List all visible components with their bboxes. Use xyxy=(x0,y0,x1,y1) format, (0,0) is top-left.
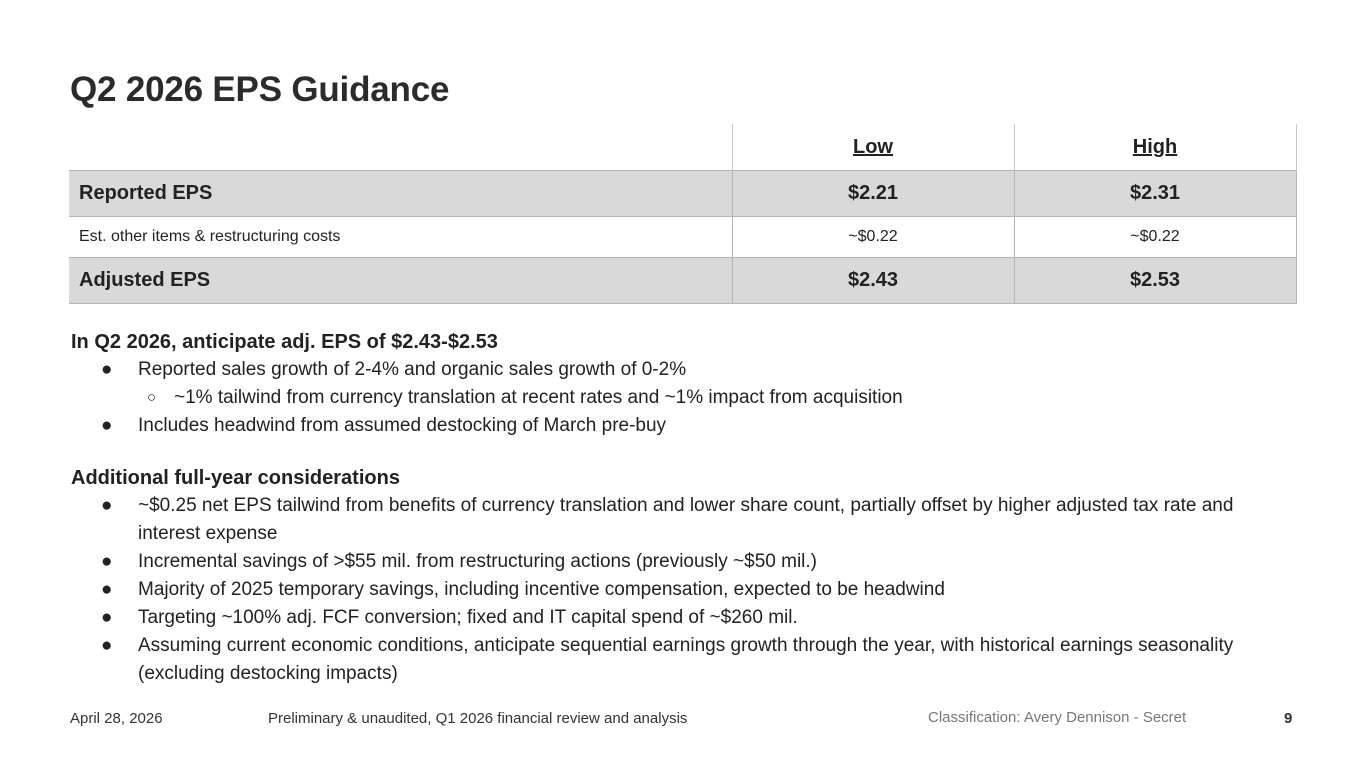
list-item: ● ~$0.25 net EPS tailwind from benefits … xyxy=(71,492,1291,548)
list-item: ● Reported sales growth of 2-4% and orga… xyxy=(71,356,1291,384)
list-item: ● Assuming current economic conditions, … xyxy=(71,632,1291,688)
slide-title: Q2 2026 EPS Guidance xyxy=(70,70,450,109)
footer-description: Preliminary & unaudited, Q1 2026 financi… xyxy=(268,710,688,727)
table-row: Reported EPS $2.21 $2.31 xyxy=(69,170,1297,217)
list-item: ● Incremental savings of >$55 mil. from … xyxy=(71,548,1291,576)
eps-guidance-table: Low High Reported EPS $2.21 $2.31 Est. o… xyxy=(69,124,1297,304)
bullet-icon: ● xyxy=(101,551,113,572)
low-value: $2.43 xyxy=(731,257,1014,304)
list-item-text: Majority of 2025 temporary savings, incl… xyxy=(138,579,945,600)
table-header-row: Low High xyxy=(69,124,1297,171)
list-item-text: Reported sales growth of 2-4% and organi… xyxy=(138,359,687,380)
list-item-text: Includes headwind from assumed destockin… xyxy=(138,415,667,436)
low-value: ~$0.22 xyxy=(731,216,1014,258)
header-label xyxy=(69,124,732,171)
bullet-icon: ● xyxy=(101,635,113,656)
list-item: ● Targeting ~100% adj. FCF conversion; f… xyxy=(71,604,1291,632)
table-row: Adjusted EPS $2.43 $2.53 xyxy=(69,257,1297,304)
row-label: Adjusted EPS xyxy=(69,257,732,304)
list-item: ● Includes headwind from assumed destock… xyxy=(71,412,1291,440)
row-label: Reported EPS xyxy=(69,170,732,217)
bullet-icon: ● xyxy=(101,607,113,628)
section-heading: In Q2 2026, anticipate adj. EPS of $2.43… xyxy=(71,331,498,353)
guidance-notes: In Q2 2026, anticipate adj. EPS of $2.43… xyxy=(71,328,1291,688)
list-item-text: ~1% tailwind from currency translation a… xyxy=(174,387,903,408)
list-item-text: Assuming current economic conditions, an… xyxy=(138,635,1234,684)
hollow-bullet-icon: ○ xyxy=(147,389,157,406)
bullet-icon: ● xyxy=(101,359,113,380)
high-value: $2.53 xyxy=(1013,257,1297,304)
list-item-text: ~$0.25 net EPS tailwind from benefits of… xyxy=(138,495,1234,544)
list-item-text: Targeting ~100% adj. FCF conversion; fix… xyxy=(138,607,798,628)
footer-date: April 28, 2026 xyxy=(70,710,163,727)
high-value: ~$0.22 xyxy=(1013,216,1297,258)
table-row: Est. other items & restructuring costs ~… xyxy=(69,216,1297,258)
bullet-icon: ● xyxy=(101,495,113,516)
section-heading: Additional full-year considerations xyxy=(71,467,400,489)
page-number: 9 xyxy=(1284,710,1293,727)
row-label: Est. other items & restructuring costs xyxy=(69,216,732,258)
sub-list-item: ○ ~1% tailwind from currency translation… xyxy=(71,384,1291,412)
list-item: ● Majority of 2025 temporary savings, in… xyxy=(71,576,1291,604)
high-value: $2.31 xyxy=(1013,170,1297,217)
bullet-icon: ● xyxy=(101,415,113,436)
header-high: High xyxy=(1013,124,1297,171)
bullet-icon: ● xyxy=(101,579,113,600)
low-value: $2.21 xyxy=(731,170,1014,217)
footer-classification: Classification: Avery Dennison - Secret xyxy=(928,709,1187,726)
header-low: Low xyxy=(731,124,1014,171)
list-item-text: Incremental savings of >$55 mil. from re… xyxy=(138,551,817,572)
